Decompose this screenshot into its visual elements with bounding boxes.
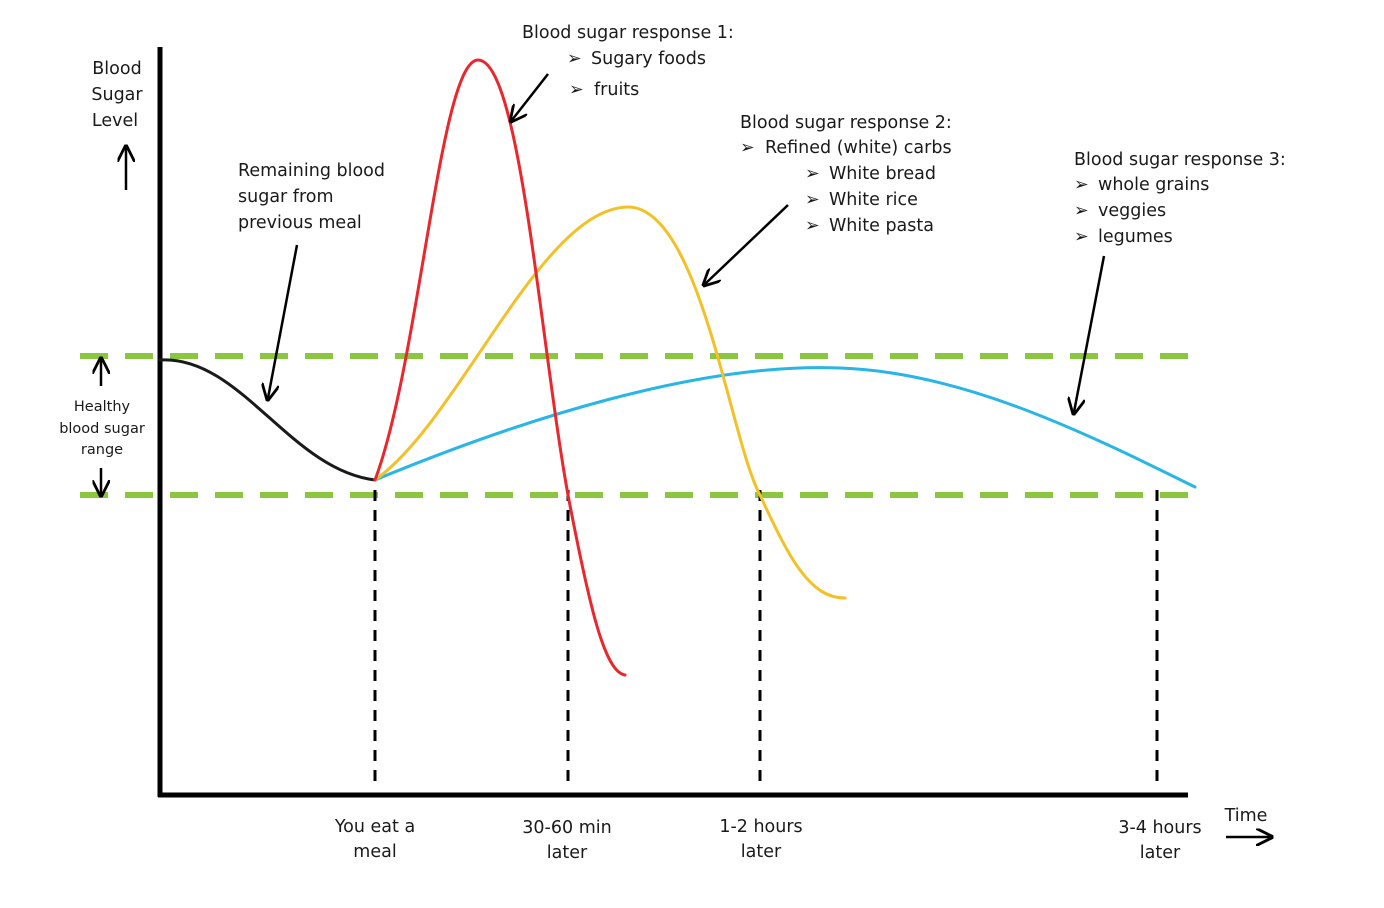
response-2-group: Refined (white) carbs — [765, 138, 952, 158]
response-1-curve — [373, 58, 627, 677]
response-1-title: Blood sugar response 1: — [522, 23, 734, 43]
response-3-item: legumes — [1098, 227, 1173, 247]
remaining-blood-sugar-curve — [158, 358, 377, 482]
y-axis-label-line-1: Blood — [92, 59, 141, 79]
time-label-meal-line-1: You eat a — [334, 817, 415, 837]
time-label-1-2-line-1: 1-2 hours — [719, 817, 802, 837]
response-3-item: veggies — [1098, 201, 1166, 221]
response-2-item: White bread — [829, 164, 936, 184]
bullet-icon: ➢ — [740, 138, 755, 158]
bullet-icon: ➢ — [805, 164, 820, 184]
bullet-icon: ➢ — [805, 216, 820, 236]
healthy-range-label-line-3: range — [81, 442, 123, 458]
response-1-item: fruits — [594, 80, 639, 100]
remaining-pointer-arrow — [268, 244, 299, 398]
y-axis-label-line-2: Sugar — [91, 85, 143, 105]
response-3-curve — [373, 366, 1197, 489]
remaining-label-line-2: sugar from — [238, 187, 334, 207]
response-2-item: White rice — [829, 190, 918, 210]
time-label-3-4-line-1: 3-4 hours — [1118, 818, 1201, 838]
response-3-pointer-arrow — [1074, 255, 1106, 412]
time-label-30-60-line-2: later — [547, 843, 588, 863]
bullet-icon: ➢ — [805, 190, 820, 210]
remaining-label-line-1: Remaining blood — [238, 161, 385, 181]
x-axis-label: Time — [1224, 806, 1268, 826]
response-1-item: Sugary foods — [591, 49, 706, 69]
time-label-3-4-line-2: later — [1140, 843, 1181, 863]
time-label-1-2-line-2: later — [741, 842, 782, 862]
healthy-range-label-line-1: Healthy — [74, 399, 131, 415]
response-2-curve — [373, 205, 847, 600]
response-3-item: whole grains — [1098, 175, 1209, 195]
bullet-icon: ➢ — [567, 49, 582, 69]
response-2-item: White pasta — [829, 216, 934, 236]
bullet-icon: ➢ — [1074, 175, 1089, 195]
bullet-icon: ➢ — [569, 80, 584, 100]
y-axis-label-line-3: Level — [92, 111, 138, 131]
healthy-range-label-line-2: blood sugar — [59, 421, 145, 437]
time-label-30-60-line-1: 30-60 min — [522, 818, 611, 838]
response-2-title: Blood sugar response 2: — [740, 113, 952, 133]
response-1-pointer-arrow — [512, 73, 549, 120]
remaining-label-line-3: previous meal — [238, 213, 362, 233]
bullet-icon: ➢ — [1074, 227, 1089, 247]
bullet-icon: ➢ — [1074, 201, 1089, 221]
response-2-pointer-arrow — [705, 204, 789, 284]
response-3-title: Blood sugar response 3: — [1074, 150, 1286, 170]
time-label-meal-line-2: meal — [353, 842, 396, 862]
